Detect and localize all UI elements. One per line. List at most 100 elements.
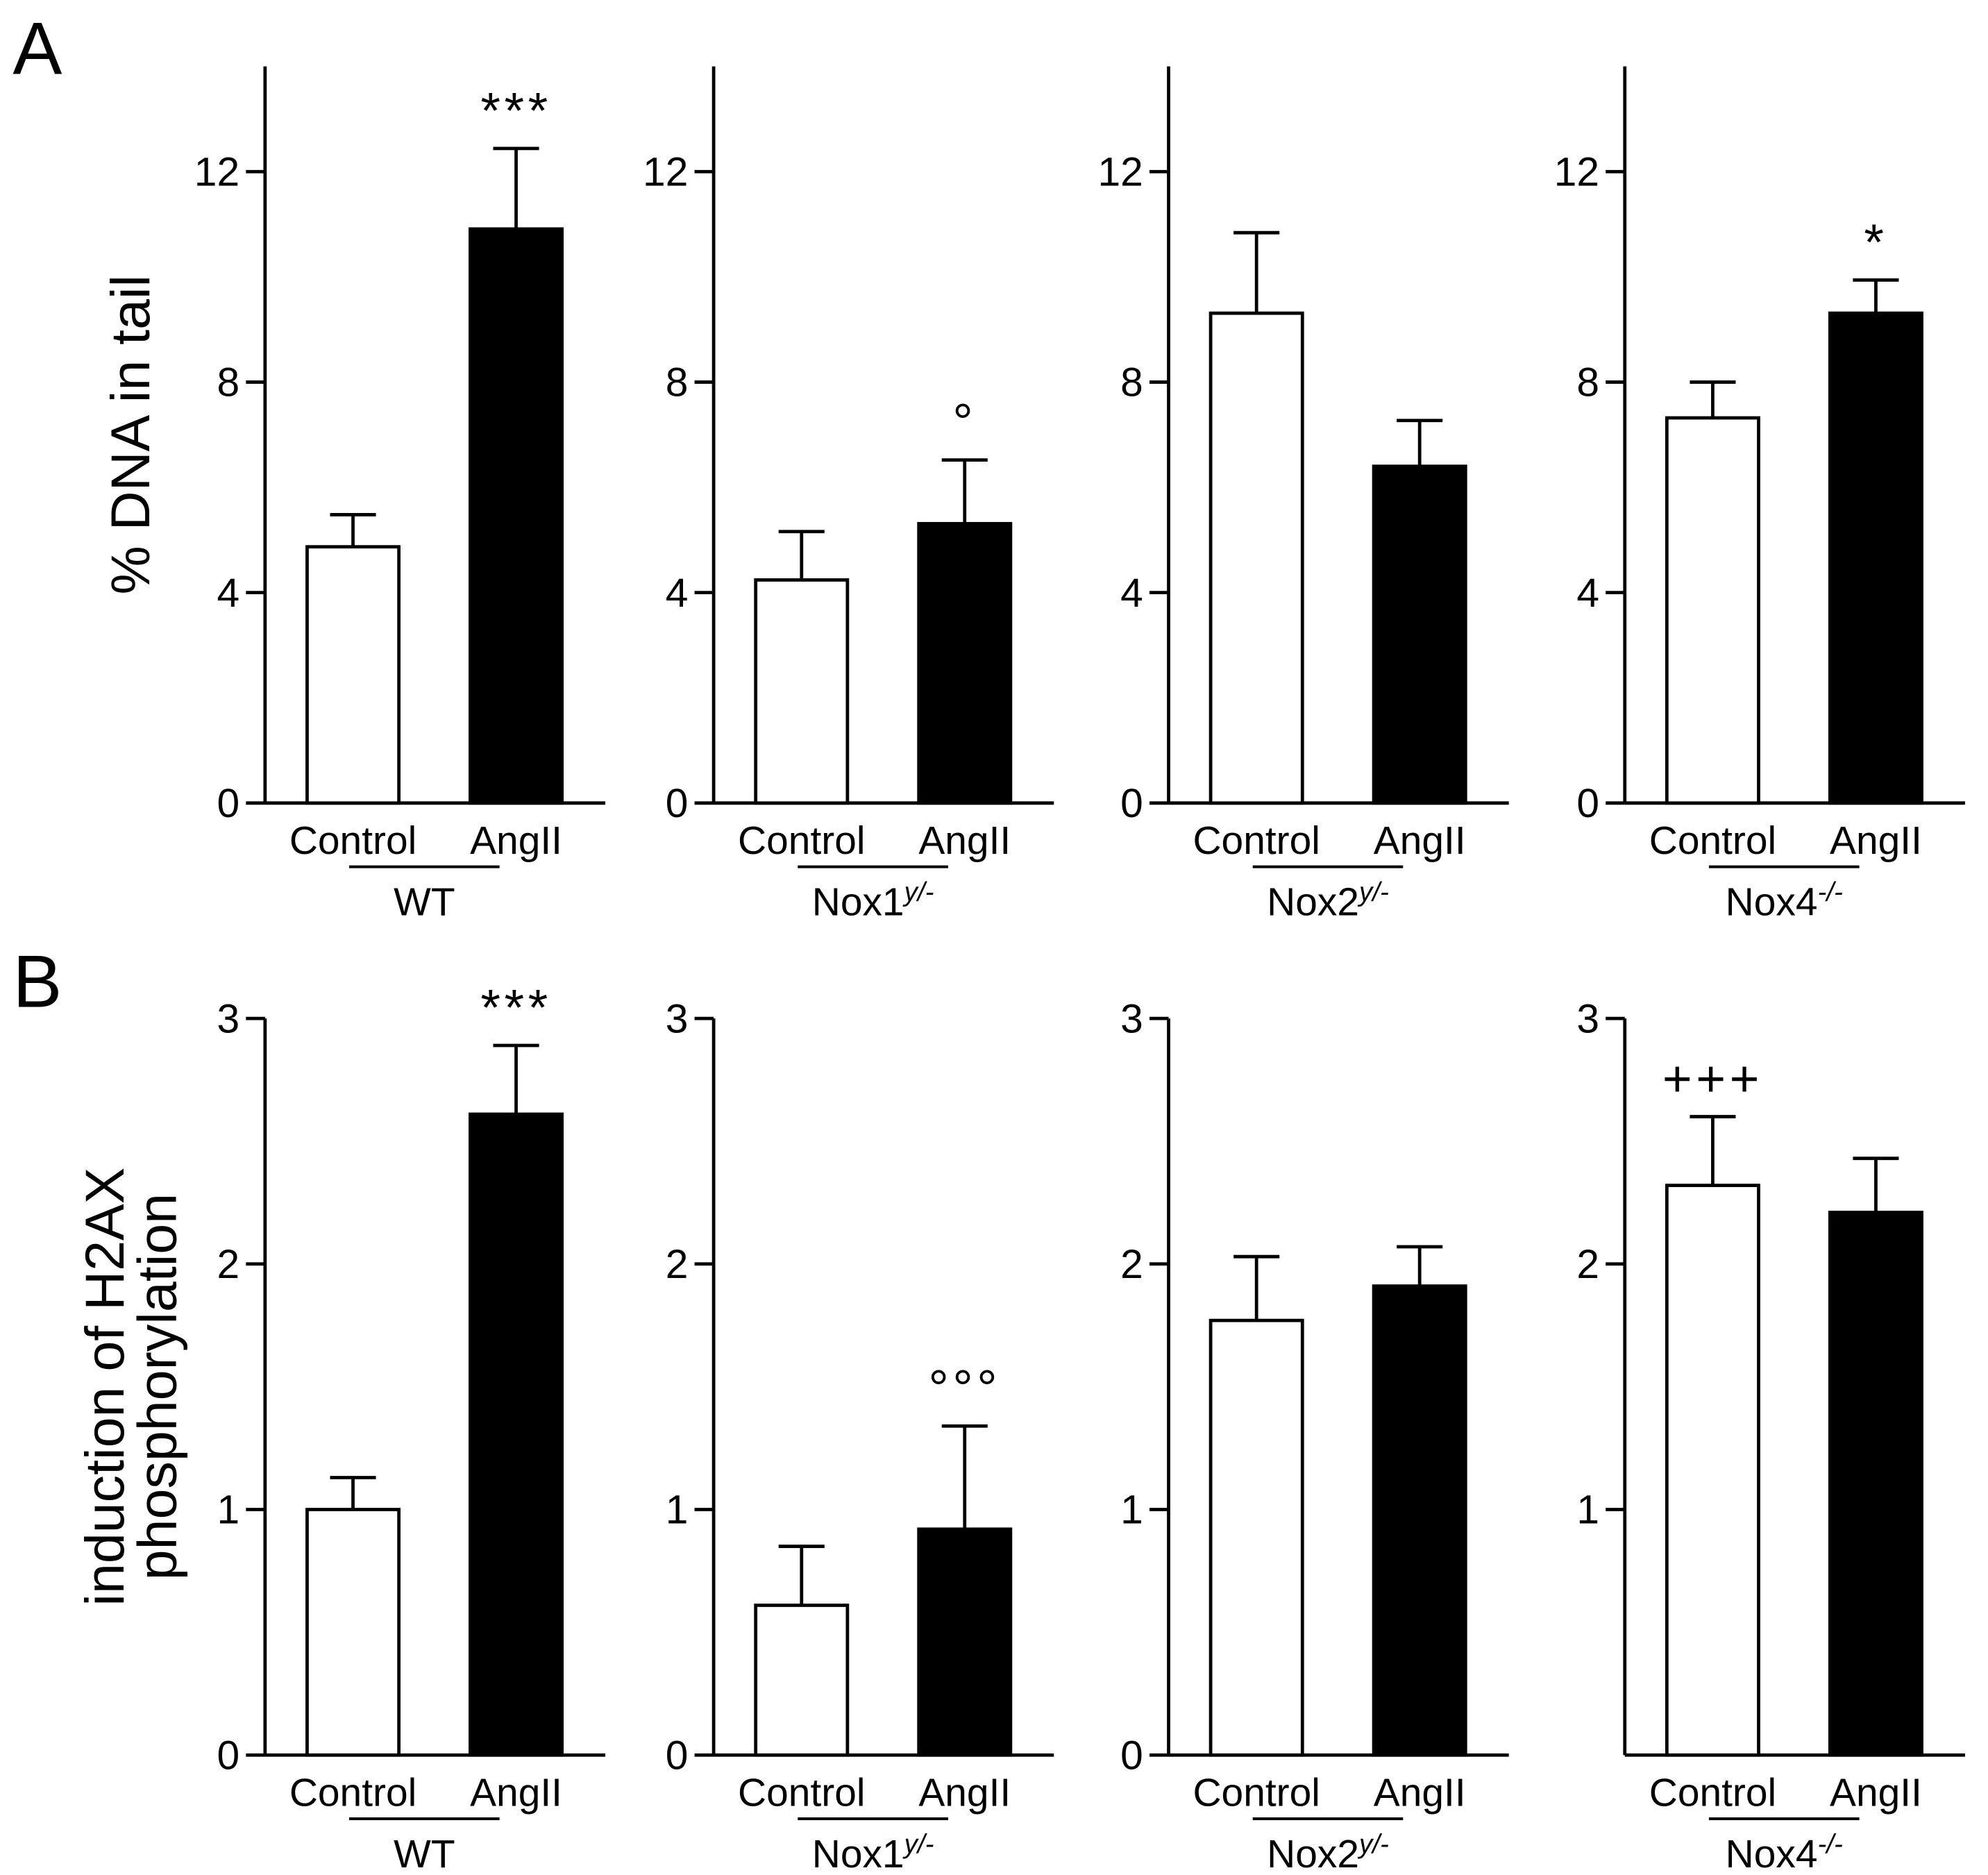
bar-control bbox=[1665, 416, 1760, 805]
y-tick-label: 0 bbox=[666, 1733, 689, 1778]
significance-marker: * bbox=[1864, 214, 1887, 271]
bar-control bbox=[754, 578, 850, 805]
group-label: Nox4-/- bbox=[1726, 877, 1843, 924]
bar-control bbox=[1665, 1184, 1760, 1757]
panel-a: A % DNA in tail 0 4 8 12 Control *** AngII WT 0 4 8 1… bbox=[12, 8, 1965, 924]
group-name: Nox1 bbox=[812, 1832, 904, 1875]
x-category-label: Control bbox=[289, 818, 416, 863]
subplot-nox1: 0 4 8 12 Control ° AngII Nox1y/- bbox=[643, 66, 1054, 924]
bar-control bbox=[1208, 311, 1304, 805]
x-category-label: AngII bbox=[918, 1771, 1011, 1815]
y-tick-label: 8 bbox=[217, 360, 239, 405]
group-label: WT bbox=[394, 1832, 455, 1875]
y-tick-label: 0 bbox=[217, 1733, 239, 1778]
bar-control bbox=[754, 1604, 850, 1757]
x-category-label: AngII bbox=[918, 818, 1011, 863]
group-name: Nox2 bbox=[1267, 880, 1359, 924]
group-name: WT bbox=[394, 880, 455, 924]
bar-angii bbox=[1372, 464, 1467, 805]
y-tick-label: 3 bbox=[666, 996, 689, 1041]
y-tick-label: 0 bbox=[217, 781, 239, 826]
x-category-label: Control bbox=[1649, 818, 1776, 863]
y-axis-title-line: phosphorylation bbox=[126, 1193, 187, 1580]
group-label: Nox2y/- bbox=[1267, 1830, 1389, 1875]
panel-letter: A bbox=[12, 8, 62, 90]
x-category-label: Control bbox=[1649, 1771, 1776, 1815]
group-genotype-sup: -/- bbox=[1817, 877, 1842, 907]
bar-angii bbox=[917, 521, 1013, 805]
y-tick-label: 8 bbox=[1120, 360, 1143, 405]
subplot-nox2: 0 4 8 12 Control AngII Nox2y/- bbox=[1097, 66, 1509, 924]
y-tick-label: 1 bbox=[1576, 1488, 1599, 1533]
x-category-label: AngII bbox=[1374, 818, 1466, 863]
group-genotype-sup: -/- bbox=[1817, 1830, 1842, 1860]
y-tick-label: 2 bbox=[1576, 1242, 1599, 1287]
group-name: WT bbox=[394, 1832, 455, 1875]
y-tick-label: 2 bbox=[666, 1242, 689, 1287]
subplot-nox4: 0 4 8 12 Control * AngII Nox4-/- bbox=[1554, 66, 1965, 924]
y-tick-label: 12 bbox=[1554, 149, 1599, 194]
bar-control bbox=[1208, 1318, 1304, 1757]
x-category-label: Control bbox=[1193, 1771, 1320, 1815]
bar-control bbox=[305, 1508, 401, 1757]
group-genotype-sup: y/- bbox=[1357, 877, 1389, 907]
subplot-nox2: 0 1 2 3 Control AngII Nox2y/- bbox=[1120, 996, 1509, 1875]
x-category-label: AngII bbox=[1830, 818, 1922, 863]
y-tick-label: 12 bbox=[643, 149, 688, 194]
y-tick-label: 2 bbox=[217, 1242, 239, 1287]
y-tick-label: 1 bbox=[217, 1488, 239, 1533]
bar-angii bbox=[1372, 1284, 1467, 1757]
y-tick-label: 8 bbox=[666, 360, 689, 405]
x-category-label: AngII bbox=[1830, 1771, 1922, 1815]
group-label: Nox1y/- bbox=[812, 877, 934, 924]
group-name: Nox4 bbox=[1726, 880, 1818, 924]
y-tick-label: 4 bbox=[1576, 571, 1599, 616]
x-category-label: AngII bbox=[1374, 1771, 1466, 1815]
x-category-label: Control bbox=[1193, 818, 1320, 863]
subplot-nox1: 0 1 2 3 Control °°° AngII Nox1y/- bbox=[666, 996, 1054, 1875]
bar-control bbox=[305, 545, 401, 805]
y-tick-label: 0 bbox=[1120, 1733, 1143, 1778]
significance-marker: *** bbox=[480, 83, 551, 140]
group-name: Nox2 bbox=[1267, 1832, 1359, 1875]
x-category-label: AngII bbox=[470, 818, 562, 863]
group-genotype-sup: y/- bbox=[902, 1830, 934, 1860]
bar-angii bbox=[469, 1112, 564, 1757]
y-tick-label: 0 bbox=[1120, 781, 1143, 826]
panel-letter: B bbox=[12, 941, 62, 1023]
y-tick-label: 8 bbox=[1576, 360, 1599, 405]
significance-marker: *** bbox=[480, 979, 551, 1036]
bar-angii bbox=[1828, 311, 1923, 805]
group-label: Nox4-/- bbox=[1726, 1830, 1843, 1875]
y-tick-label: 3 bbox=[1120, 996, 1143, 1041]
subplot-nox4: 1 2 3 +++ Control AngII Nox4-/- bbox=[1576, 996, 1965, 1875]
group-genotype-sup: y/- bbox=[902, 877, 934, 907]
significance-marker: °°° bbox=[928, 1360, 1001, 1417]
bar-angii bbox=[917, 1527, 1013, 1757]
subplot-wt: 0 1 2 3 Control *** AngII WT bbox=[217, 979, 606, 1875]
significance-marker: +++ bbox=[1662, 1050, 1763, 1107]
y-tick-label: 12 bbox=[194, 149, 239, 194]
subplot-wt: 0 4 8 12 Control *** AngII WT bbox=[194, 66, 606, 924]
y-tick-label: 1 bbox=[666, 1488, 689, 1533]
y-tick-label: 3 bbox=[1576, 996, 1599, 1041]
y-axis-title-line: % DNA in tail bbox=[100, 275, 161, 595]
y-tick-label: 3 bbox=[217, 996, 239, 1041]
x-category-label: Control bbox=[289, 1771, 416, 1815]
y-tick-label: 2 bbox=[1120, 1242, 1143, 1287]
y-tick-label: 4 bbox=[1120, 571, 1143, 616]
bar-angii bbox=[1828, 1211, 1923, 1757]
y-tick-label: 0 bbox=[1576, 781, 1599, 826]
x-category-label: Control bbox=[738, 1771, 865, 1815]
y-axis-title: % DNA in tail bbox=[100, 275, 161, 595]
x-category-label: Control bbox=[738, 818, 865, 863]
y-tick-label: 4 bbox=[217, 571, 239, 616]
group-name: Nox1 bbox=[812, 880, 904, 924]
y-tick-label: 12 bbox=[1097, 149, 1143, 194]
group-name: Nox4 bbox=[1726, 1832, 1818, 1875]
y-tick-label: 4 bbox=[666, 571, 689, 616]
group-label: Nox1y/- bbox=[812, 1830, 934, 1875]
